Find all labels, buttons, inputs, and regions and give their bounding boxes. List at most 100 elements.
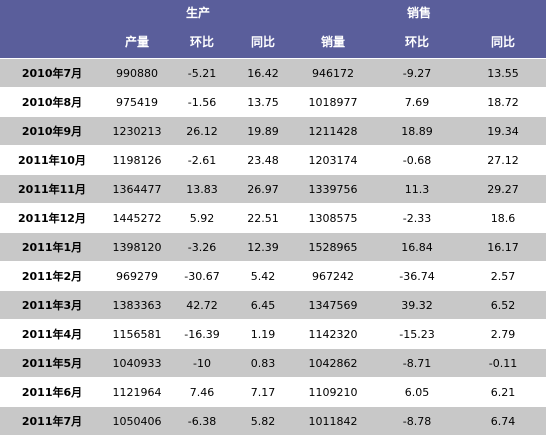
row-sales: 1339756 — [308, 182, 358, 196]
row-prod-yoy: 5.42 — [250, 269, 276, 283]
row-sales-yoy: 6.21 — [490, 385, 516, 399]
row-month: 2011年5月 — [21, 357, 83, 370]
row-sales: 967242 — [312, 269, 354, 283]
row-prod-mom: -16.39 — [184, 327, 220, 341]
row-production: 975419 — [116, 95, 158, 109]
row-sales-mom: -15.23 — [399, 327, 435, 341]
row-sales-mom: -0.68 — [402, 153, 432, 167]
row-production: 1383363 — [112, 298, 162, 312]
row-sales-mom: 6.05 — [404, 385, 430, 399]
row-sales: 1308575 — [308, 211, 358, 225]
row-sales-yoy: 6.74 — [490, 414, 516, 428]
row-prod-yoy: 7.17 — [250, 385, 276, 399]
row-sales-mom: 16.84 — [401, 240, 433, 254]
row-sales-mom: -2.33 — [402, 211, 432, 225]
table-row: 2010年7月 990880 -5.21 16.42 946172 -9.27 13.55 — [0, 58, 546, 87]
row-month: 2010年9月 — [21, 125, 83, 138]
column-header-sales-yoy: 同比 — [490, 35, 515, 49]
row-production: 1364477 — [112, 182, 162, 196]
row-month: 2011年1月 — [21, 241, 83, 254]
row-sales-mom: -36.74 — [399, 269, 435, 283]
row-sales: 1018977 — [308, 95, 358, 109]
table-row: 2011年11月 1364477 13.83 26.97 1339756 11.3 29.2… — [0, 174, 546, 203]
row-month: 2011年10月 — [18, 154, 86, 167]
row-prod-mom: -5.21 — [187, 66, 217, 80]
row-production: 1156581 — [112, 327, 162, 341]
column-header-sales-mom: 环比 — [404, 35, 429, 49]
column-header-prod-mom: 环比 — [189, 35, 214, 49]
table-row: 2011年1月 1398120 -3.26 12.39 1528965 16.84 16.1… — [0, 232, 546, 261]
row-month: 2011年2月 — [21, 270, 83, 283]
row-prod-yoy: 23.48 — [247, 153, 279, 167]
table-row: 2011年12月 1445272 5.92 22.51 1308575 -2.33 18.6 — [0, 203, 546, 232]
row-prod-mom: 13.83 — [186, 182, 218, 196]
row-prod-mom: -6.38 — [187, 414, 217, 428]
row-month: 2011年7月 — [21, 415, 83, 428]
row-prod-mom: 26.12 — [186, 124, 218, 138]
column-header-prod-yoy: 同比 — [250, 35, 275, 49]
row-sales-yoy: 2.79 — [490, 327, 516, 341]
row-sales-mom: -9.27 — [402, 66, 432, 80]
row-production: 1198126 — [112, 153, 162, 167]
table-row: 2011年3月 1383363 42.72 6.45 1347569 39.32 6.52 — [0, 290, 546, 319]
row-sales-yoy: 27.12 — [487, 153, 519, 167]
table-row: 2010年9月 1230213 26.12 19.89 1211428 18.89 19.3… — [0, 116, 546, 145]
row-prod-yoy: 26.97 — [247, 182, 279, 196]
row-prod-yoy: 13.75 — [247, 95, 279, 109]
row-sales-yoy: 16.17 — [487, 240, 519, 254]
row-month: 2011年6月 — [21, 386, 83, 399]
table-row: 2011年4月 1156581 -16.39 1.19 1142320 -15.23 2.7… — [0, 319, 546, 348]
row-production: 1121964 — [112, 385, 162, 399]
row-prod-mom: -3.26 — [187, 240, 217, 254]
row-prod-yoy: 12.39 — [247, 240, 279, 254]
row-prod-mom: -10 — [193, 356, 211, 370]
row-sales-yoy: 18.6 — [490, 211, 516, 225]
row-sales-yoy: 6.52 — [490, 298, 516, 312]
row-sales-yoy: 2.57 — [490, 269, 516, 283]
row-month: 2010年8月 — [21, 96, 83, 109]
row-sales: 1528965 — [308, 240, 358, 254]
row-prod-yoy: 0.83 — [250, 356, 276, 370]
row-sales-mom: -8.71 — [402, 356, 432, 370]
row-prod-mom: -30.67 — [184, 269, 220, 283]
row-prod-mom: 42.72 — [186, 298, 218, 312]
table-row: 2010年8月 975419 -1.56 13.75 1018977 7.69 18.72 — [0, 87, 546, 116]
row-sales: 1011842 — [308, 414, 358, 428]
row-prod-mom: -2.61 — [187, 153, 217, 167]
row-sales: 1347569 — [308, 298, 358, 312]
row-prod-yoy: 19.89 — [247, 124, 279, 138]
row-production: 1050406 — [112, 414, 162, 428]
row-production: 990880 — [116, 66, 158, 80]
row-month: 2011年3月 — [21, 299, 83, 312]
column-header-sales: 销量 — [320, 35, 345, 49]
row-month: 2010年7月 — [21, 67, 83, 80]
table-row: 2011年5月 1040933 -10 0.83 1042862 -8.71 -0.11 — [0, 348, 546, 377]
row-sales: 1203174 — [308, 153, 358, 167]
row-sales: 1211428 — [308, 124, 358, 138]
table-row: 2011年7月 1050406 -6.38 5.82 1011842 -8.78 6.74 — [0, 406, 546, 435]
row-sales: 946172 — [312, 66, 354, 80]
row-prod-yoy: 6.45 — [250, 298, 276, 312]
group-header-sales: 销售 — [406, 6, 431, 20]
row-sales-yoy: 29.27 — [487, 182, 519, 196]
row-sales: 1109210 — [308, 385, 358, 399]
row-sales: 1042862 — [308, 356, 358, 370]
row-prod-yoy: 1.19 — [250, 327, 276, 341]
row-sales-yoy: 19.34 — [487, 124, 519, 138]
row-month: 2011年12月 — [18, 212, 86, 225]
row-sales-mom: 18.89 — [401, 124, 433, 138]
row-production: 1230213 — [112, 124, 162, 138]
group-header-production: 生产 — [185, 6, 210, 20]
row-month: 2011年11月 — [18, 183, 86, 196]
row-sales-yoy: -0.11 — [488, 356, 518, 370]
row-prod-mom: 5.92 — [189, 211, 215, 225]
row-production: 1445272 — [112, 211, 162, 225]
table-row: 2011年6月 1121964 7.46 7.17 1109210 6.05 6.21 — [0, 377, 546, 406]
row-sales-mom: 39.32 — [401, 298, 433, 312]
column-header-row: 产量 环比 同比 销量 环比 同比 — [0, 25, 546, 58]
row-prod-yoy: 22.51 — [247, 211, 279, 225]
group-header-row: 生产 销售 — [0, 0, 546, 25]
row-prod-yoy: 5.82 — [250, 414, 276, 428]
table-row: 2011年2月 969279 -30.67 5.42 967242 -36.74 2.57 — [0, 261, 546, 290]
